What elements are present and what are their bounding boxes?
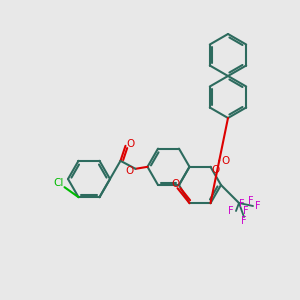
Text: O: O: [125, 166, 134, 176]
Text: O: O: [171, 179, 180, 189]
Text: O: O: [126, 139, 135, 149]
Text: F: F: [248, 196, 254, 206]
Text: O: O: [221, 156, 230, 166]
Text: F: F: [255, 201, 261, 211]
Text: O: O: [212, 165, 220, 175]
Text: Cl: Cl: [53, 178, 64, 188]
Text: F: F: [243, 206, 249, 216]
Text: F: F: [241, 216, 247, 226]
Text: F: F: [239, 199, 245, 209]
Text: F: F: [228, 206, 234, 216]
